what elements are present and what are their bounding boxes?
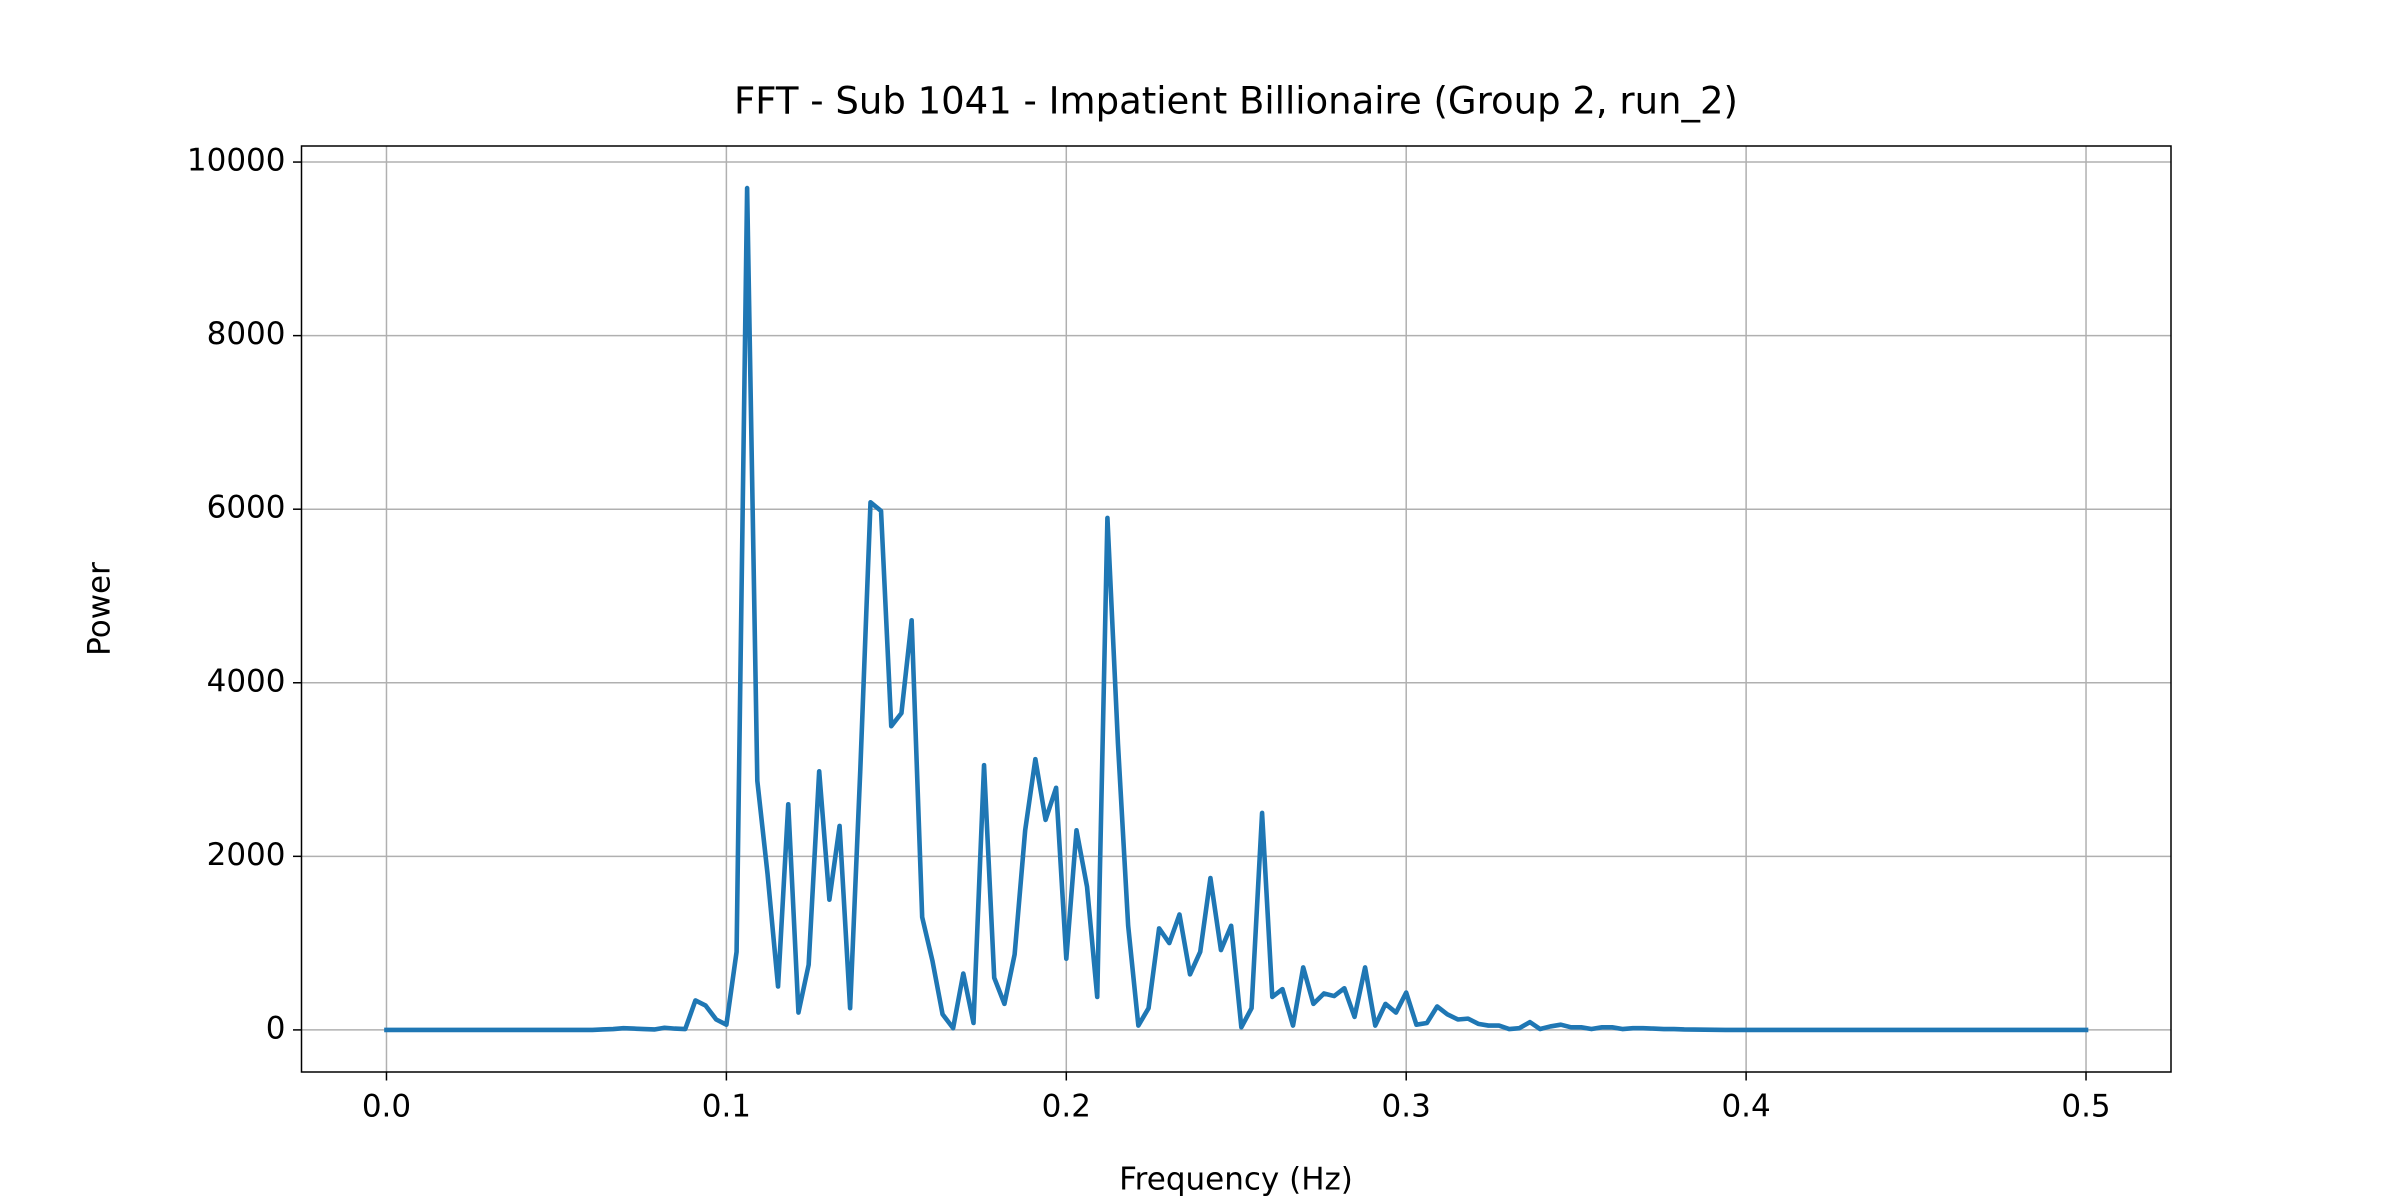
y-tick-label: 6000 — [207, 490, 286, 526]
x-tick-label: 0.0 — [362, 1089, 411, 1125]
x-axis-label: Frequency (Hz) — [1119, 1162, 1353, 1198]
y-tick-label: 2000 — [207, 837, 286, 873]
y-axis-label: Power — [82, 562, 118, 656]
chart-title: FFT - Sub 1041 - Impatient Billionaire (… — [734, 80, 1738, 123]
x-tick-label: 0.3 — [1382, 1089, 1431, 1125]
y-tick-label: 4000 — [207, 663, 286, 699]
data-line — [384, 185, 2089, 1033]
x-tick-label: 0.5 — [2061, 1089, 2110, 1125]
plot-frame — [300, 145, 2172, 1073]
y-tick-label: 8000 — [207, 316, 286, 352]
y-tick-label: 10000 — [187, 143, 286, 179]
x-tick-label: 0.4 — [1721, 1089, 1770, 1125]
x-tick-label: 0.1 — [702, 1089, 751, 1125]
y-tick-label: 0 — [266, 1010, 286, 1046]
x-tick-label: 0.2 — [1042, 1089, 1091, 1125]
